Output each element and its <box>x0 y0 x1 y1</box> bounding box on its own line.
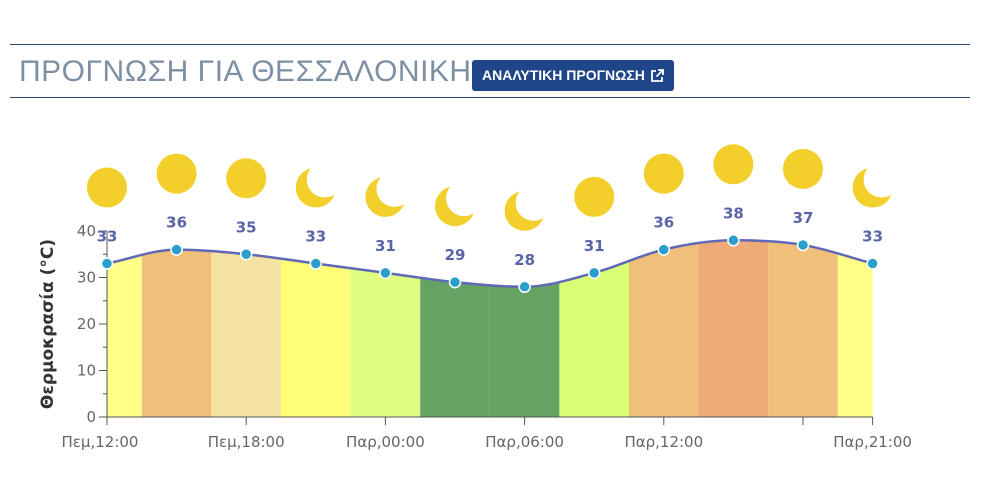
temperature-band <box>489 282 560 417</box>
moon-icon <box>504 190 545 231</box>
temperature-band <box>768 241 838 417</box>
data-label: 33 <box>97 228 118 246</box>
moon-icon <box>852 167 893 208</box>
sun-disc <box>226 158 267 199</box>
data-point[interactable] <box>587 266 601 280</box>
temperature-line <box>106 239 873 289</box>
moon-icon <box>295 167 336 208</box>
page-title: ΠΡΟΓΝΩΣΗ ΓΙΑ ΘΕΣΣΑΛΟΝΙΚΗ <box>19 55 472 88</box>
weather-icons <box>87 144 893 231</box>
data-label: 33 <box>862 228 883 246</box>
data-label: 38 <box>723 204 744 222</box>
temperature-markers: 33 36 35 33 31 29 28 31 36 38 37 33 <box>97 204 883 294</box>
data-point[interactable] <box>309 257 323 270</box>
temperature-band <box>350 268 421 417</box>
sun-disc <box>713 144 754 185</box>
moon-crescent <box>504 190 545 231</box>
data-label: 35 <box>236 218 257 236</box>
temperature-band <box>281 258 351 417</box>
moon-icon <box>435 186 475 227</box>
data-point[interactable] <box>866 257 879 270</box>
sun-disc <box>643 153 684 194</box>
temperature-band <box>629 242 699 417</box>
moon-crescent <box>435 186 475 227</box>
x-tick-label: Πεμ,12:00 <box>62 433 139 451</box>
y-tick-label: 40 <box>77 222 96 240</box>
data-label: 37 <box>793 209 814 227</box>
temperature-chart: 0 10 20 30 40 Πεμ,12:00 Πεμ,18:00 Παρ,00:00 Παρ,… <box>38 144 912 451</box>
temperature-band <box>107 254 142 417</box>
data-point[interactable] <box>518 280 531 294</box>
y-tick-label: 20 <box>77 315 96 333</box>
detailed-forecast-button-label: ΑΝΑΛΥΤΙΚΗ ΠΡΟΓΝΩΣΗ <box>482 67 645 83</box>
data-label: 31 <box>584 237 605 255</box>
temperature-band <box>211 251 281 417</box>
forecast-header: ΠΡΟΓΝΩΣΗ ΓΙΑ ΘΕΣΣΑΛΟΝΙΚΗ ΑΝΑΛΥΤΙΚΗ ΠΡΟΓΝ… <box>10 44 970 98</box>
sun-icon <box>87 167 127 208</box>
external-link-icon <box>650 68 664 82</box>
y-axis-title: Θερμοκρασία (°C) <box>38 239 58 409</box>
x-tick-label: Παρ,00:00 <box>346 433 425 451</box>
data-point[interactable] <box>448 275 462 289</box>
data-label: 29 <box>445 246 466 264</box>
moon-crescent <box>365 176 406 217</box>
data-label: 33 <box>305 228 326 246</box>
sun-icon <box>156 153 197 194</box>
x-tick-label: Παρ,21:00 <box>833 433 912 451</box>
moon-crescent <box>295 167 336 208</box>
data-point[interactable] <box>170 243 183 256</box>
sun-icon <box>713 144 754 185</box>
sun-icon <box>226 158 267 199</box>
temperature-band <box>141 249 212 417</box>
y-tick-label: 0 <box>86 408 96 426</box>
data-point[interactable] <box>727 234 740 247</box>
sun-disc <box>783 148 823 189</box>
temperature-band <box>559 260 629 417</box>
x-tick-label: Πεμ,18:00 <box>208 433 285 451</box>
sun-disc <box>574 176 615 217</box>
sun-icon <box>574 176 615 217</box>
data-point[interactable] <box>239 248 253 261</box>
x-tick-label: Παρ,06:00 <box>485 433 564 451</box>
data-point[interactable] <box>657 243 671 256</box>
temperature-band <box>698 240 769 417</box>
data-label: 36 <box>653 214 674 232</box>
y-tick-label: 30 <box>77 269 96 287</box>
x-tick-label: Παρ,12:00 <box>624 433 703 451</box>
chart-axes: 0 10 20 30 40 Πεμ,12:00 Πεμ,18:00 Παρ,00:00 Παρ,… <box>38 222 912 451</box>
data-label: 28 <box>514 251 535 269</box>
moon-crescent <box>852 167 893 208</box>
data-point[interactable] <box>379 266 392 280</box>
temperature-band <box>420 277 490 417</box>
data-point[interactable] <box>796 238 810 252</box>
data-point[interactable] <box>100 257 114 270</box>
detailed-forecast-button[interactable]: ΑΝΑΛΥΤΙΚΗ ΠΡΟΓΝΩΣΗ <box>472 60 674 91</box>
sun-disc <box>156 153 197 194</box>
temperature-band <box>837 253 873 417</box>
sun-disc <box>87 167 127 208</box>
sun-icon <box>643 153 684 194</box>
temperature-bands <box>107 240 873 417</box>
moon-icon <box>365 176 406 217</box>
sun-icon <box>783 148 823 189</box>
data-label: 31 <box>375 237 396 255</box>
data-label: 36 <box>166 214 187 232</box>
y-tick-label: 10 <box>77 362 96 380</box>
